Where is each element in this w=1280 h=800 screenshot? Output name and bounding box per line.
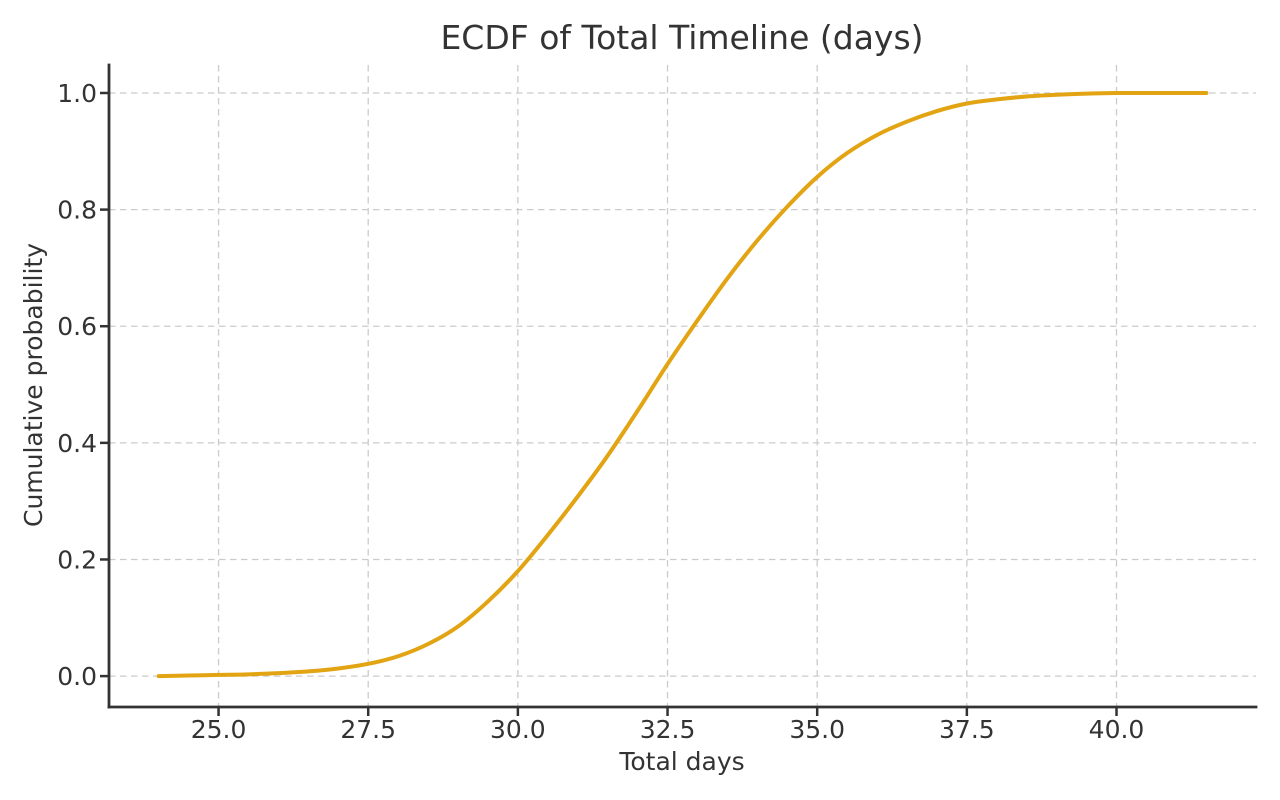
gridlines xyxy=(109,65,1256,707)
x-tick-label: 37.5 xyxy=(939,715,995,744)
y-tick-label: 0.6 xyxy=(57,312,97,341)
x-tick-label: 35.0 xyxy=(789,715,845,744)
y-axis-label: Cumulative probability xyxy=(19,243,48,527)
x-tick-label: 25.0 xyxy=(191,715,247,744)
y-tick-label: 1.0 xyxy=(57,79,97,108)
x-tick-label: 30.0 xyxy=(490,715,546,744)
x-axis-label: Total days xyxy=(618,747,744,776)
y-tick-label: 0.2 xyxy=(57,545,97,574)
y-tick-label: 0.8 xyxy=(57,196,97,225)
x-tick-labels: 25.0 27.5 30.0 32.5 35.0 37.5 40.0 xyxy=(191,715,1145,744)
axes-spines xyxy=(107,63,1258,709)
x-tick-label: 27.5 xyxy=(340,715,396,744)
chart-title: ECDF of Total Timeline (days) xyxy=(440,18,923,57)
y-tick-labels: 0.0 0.2 0.4 0.6 0.8 1.0 xyxy=(57,79,97,691)
y-tick-label: 0.0 xyxy=(57,662,97,691)
x-tick-label: 40.0 xyxy=(1089,715,1145,744)
y-tick-label: 0.4 xyxy=(57,429,97,458)
x-tick-label: 32.5 xyxy=(640,715,696,744)
tick-marks xyxy=(100,91,1118,716)
ecdf-line xyxy=(156,90,1209,679)
